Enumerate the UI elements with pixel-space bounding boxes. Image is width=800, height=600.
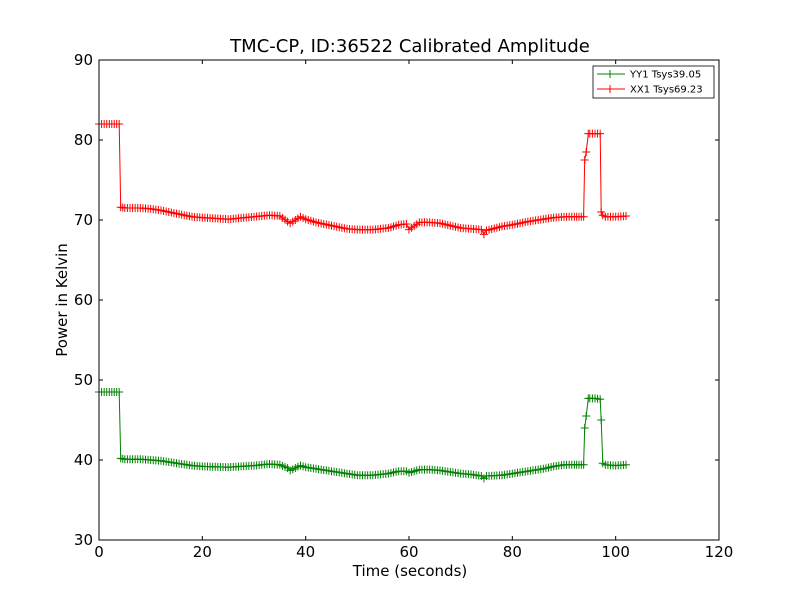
y-tick-label: 50 [74,371,93,389]
data-point-xx1 [477,225,486,234]
data-point-xx1 [597,208,606,216]
y-tick-label: 80 [74,131,93,149]
series-xx1 [95,120,630,239]
data-point-xx1 [582,148,591,156]
y-tick-label: 90 [74,51,93,69]
series-line-yy1 [99,391,627,480]
x-tick-label: 100 [601,543,630,561]
data-point-yy1 [579,460,588,469]
data-point-xx1 [115,120,124,128]
y-tick-label: 40 [74,451,93,469]
data-point-xx1 [622,212,630,220]
legend-box [592,65,715,99]
data-point-yy1 [582,412,591,420]
y-tick-label: 60 [74,291,93,309]
data-point-yy1 [622,460,630,469]
legend-marker-yy1 [606,70,614,78]
y-tick-label: 70 [74,211,93,229]
data-point-xx1 [580,156,589,164]
axes-layer: 0 20 40 60 80 100 120 30 40 50 60 70 80 90 [74,51,733,561]
legend-label-xx1: XX1 Tsys69.23 [630,85,703,96]
x-tick-label: 20 [193,543,212,561]
x-tick-label: 120 [705,543,734,561]
y-axis-label: Power in Kelvin [53,243,71,357]
data-point-xx1 [402,220,411,228]
data-point-yy1 [596,395,605,404]
x-tick-label: 0 [94,543,104,561]
data-point-xx1 [579,212,588,221]
y-tick-label: 30 [74,531,93,549]
series-line-xx1 [99,123,627,236]
series-yy1 [95,388,630,483]
series-layer [95,120,630,483]
data-point-yy1 [597,416,606,424]
x-tick-label: 40 [296,543,315,561]
data-point-xx1 [596,129,605,138]
chart-title: TMC-CP, ID:36522 Calibrated Amplitude [229,36,590,57]
data-point-yy1 [115,388,124,396]
legend: YY1 Tsys39.05 XX1 Tsys69.23 [592,65,715,99]
legend-label-yy1: YY1 Tsys39.05 [629,70,701,81]
x-tick-label: 80 [503,543,522,561]
legend-marker-xx1 [606,85,614,93]
x-tick-label: 60 [399,543,418,561]
data-point-yy1 [580,424,589,432]
x-axis-label: Time (seconds) [352,562,468,580]
